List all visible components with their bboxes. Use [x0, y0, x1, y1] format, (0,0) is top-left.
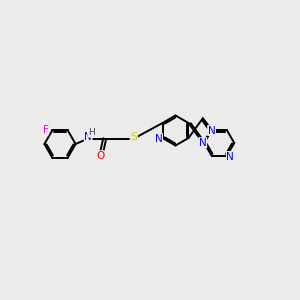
Text: O: O	[96, 151, 104, 161]
Text: N: N	[208, 125, 215, 136]
Text: H: H	[88, 128, 94, 137]
Text: N: N	[84, 132, 92, 142]
Text: N: N	[226, 152, 234, 162]
Text: S: S	[130, 132, 137, 142]
Text: F: F	[43, 125, 49, 135]
Text: N: N	[199, 138, 207, 148]
Text: N: N	[155, 134, 163, 144]
